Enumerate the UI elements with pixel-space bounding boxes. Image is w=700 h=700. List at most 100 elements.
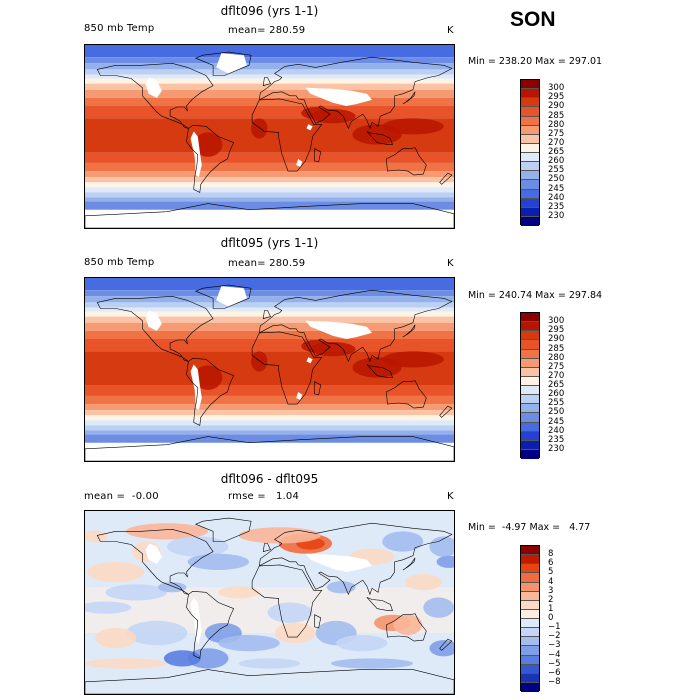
panel-2-mean-value: 280.59 bbox=[269, 258, 306, 269]
terrain-mask bbox=[305, 320, 372, 339]
colorbar-tick-label: 280 bbox=[548, 352, 565, 363]
continent-outline bbox=[439, 405, 453, 418]
colorbar-tick-label: 240 bbox=[548, 192, 565, 203]
panel-3-rmse-value: 1.04 bbox=[275, 491, 300, 502]
terrain-mask bbox=[306, 124, 313, 131]
panel-1-variable-label: 850 mb Temp bbox=[84, 23, 155, 34]
colorbar-swatch bbox=[521, 80, 539, 90]
colorbar-swatch bbox=[521, 591, 539, 601]
difference-anomaly bbox=[429, 640, 454, 657]
colorbar-swatch bbox=[521, 673, 539, 683]
difference-anomaly bbox=[85, 658, 167, 669]
panel-3-minmax: Min = -4.97 Max = 4.77 bbox=[468, 522, 591, 533]
colorbar-tick-label: −4 bbox=[548, 649, 561, 660]
colorbar-tick-label: 255 bbox=[548, 165, 565, 176]
panel-2-variable-label: 850 mb Temp bbox=[84, 257, 155, 268]
colorbar-swatch bbox=[521, 619, 539, 629]
temperature-band bbox=[85, 302, 454, 308]
colorbar-swatch bbox=[521, 664, 539, 674]
continent-outline bbox=[402, 91, 416, 105]
colorbar-swatch bbox=[521, 358, 539, 368]
colorbar-tick-label: −8 bbox=[548, 676, 561, 687]
temperature-band bbox=[85, 420, 454, 426]
temperature-band bbox=[85, 307, 454, 312]
temperature-band bbox=[85, 83, 454, 90]
panel-3-colorbar bbox=[520, 545, 540, 692]
difference-anomaly bbox=[126, 620, 188, 646]
temperature-band bbox=[85, 89, 454, 98]
continent-outline bbox=[251, 98, 323, 172]
colorbar-swatch bbox=[521, 555, 539, 565]
panel-1-minmax: Min = 238.20 Max = 297.01 bbox=[468, 56, 603, 67]
colorbar-swatch bbox=[521, 125, 539, 135]
temperature-band bbox=[85, 296, 454, 303]
panel-3-heatmap bbox=[85, 511, 454, 694]
colorbar-tick-label: 270 bbox=[548, 370, 565, 381]
temperature-band bbox=[85, 395, 454, 405]
temperature-band bbox=[85, 197, 454, 202]
terrain-mask bbox=[296, 391, 303, 400]
continent-outline bbox=[85, 203, 454, 228]
colorbar-tick-label: 245 bbox=[548, 183, 565, 194]
continent-outline bbox=[251, 564, 323, 638]
continent-outline bbox=[439, 638, 453, 651]
terrain-mask bbox=[296, 158, 303, 167]
colorbar-tick-label: 235 bbox=[548, 201, 565, 212]
colorbar-swatch bbox=[521, 207, 539, 217]
colorbar-swatch bbox=[521, 162, 539, 172]
colorbar-swatch bbox=[521, 655, 539, 665]
difference-anomaly bbox=[218, 635, 280, 652]
temperature-band bbox=[85, 45, 454, 58]
colorbar-swatch bbox=[521, 431, 539, 441]
panel-2-max-value: 297.84 bbox=[568, 290, 603, 301]
continent-outline bbox=[258, 289, 453, 363]
colorbar-swatch bbox=[521, 116, 539, 126]
continent-outline bbox=[258, 522, 453, 596]
colorbar-swatch bbox=[521, 404, 539, 414]
panel-1-heatmap bbox=[85, 45, 454, 228]
colorbar-swatch bbox=[521, 582, 539, 592]
colorbar-swatch bbox=[521, 340, 539, 350]
colorbar-tick-label: −1 bbox=[548, 622, 561, 633]
colorbar-swatch bbox=[521, 546, 539, 556]
colorbar-tick-label: 5 bbox=[548, 567, 554, 578]
continent-outline bbox=[386, 613, 427, 642]
difference-anomaly bbox=[105, 584, 167, 601]
panel-3-mean-value: -0.00 bbox=[131, 491, 159, 502]
colorbar-swatch bbox=[521, 153, 539, 163]
colorbar-tick-label: 260 bbox=[548, 389, 565, 400]
colorbar-tick-label: 250 bbox=[548, 407, 565, 418]
panel-1-mean-value: 280.59 bbox=[269, 25, 306, 36]
colorbar-tick-label: −5 bbox=[548, 658, 561, 669]
panel-3-map bbox=[84, 510, 455, 695]
terrain-mask bbox=[305, 553, 372, 572]
continent-outline bbox=[402, 324, 416, 338]
colorbar-swatch bbox=[521, 422, 539, 432]
difference-anomaly bbox=[187, 648, 229, 669]
colorbar-tick-label: 300 bbox=[548, 83, 565, 94]
warm-core bbox=[382, 118, 444, 135]
difference-anomaly bbox=[85, 530, 108, 543]
continent-outline bbox=[262, 310, 271, 320]
colorbar-swatch bbox=[521, 349, 539, 359]
colorbar-tick-label: 295 bbox=[548, 92, 565, 103]
warm-core bbox=[382, 351, 444, 368]
colorbar-swatch bbox=[521, 367, 539, 377]
continent-outline bbox=[366, 597, 393, 611]
continent-outline bbox=[366, 131, 393, 145]
colorbar-tick-label: 265 bbox=[548, 147, 565, 157]
temperature-band bbox=[85, 322, 454, 331]
colorbar-tick-label: 285 bbox=[548, 343, 565, 354]
temperature-band bbox=[85, 63, 454, 70]
terrain-mask bbox=[85, 209, 454, 228]
panel-3-rmse-label: rmse = 1.04 bbox=[228, 491, 300, 502]
terrain-mask bbox=[306, 357, 313, 364]
colorbar-tick-label: 255 bbox=[548, 398, 565, 409]
temperature-band bbox=[85, 97, 454, 106]
colorbar-swatch bbox=[521, 628, 539, 638]
difference-anomaly bbox=[85, 601, 132, 614]
temperature-band bbox=[85, 425, 454, 431]
panel-1-min-value: 238.20 bbox=[498, 56, 533, 67]
difference-anomaly bbox=[404, 574, 442, 591]
difference-anomaly bbox=[157, 582, 187, 593]
